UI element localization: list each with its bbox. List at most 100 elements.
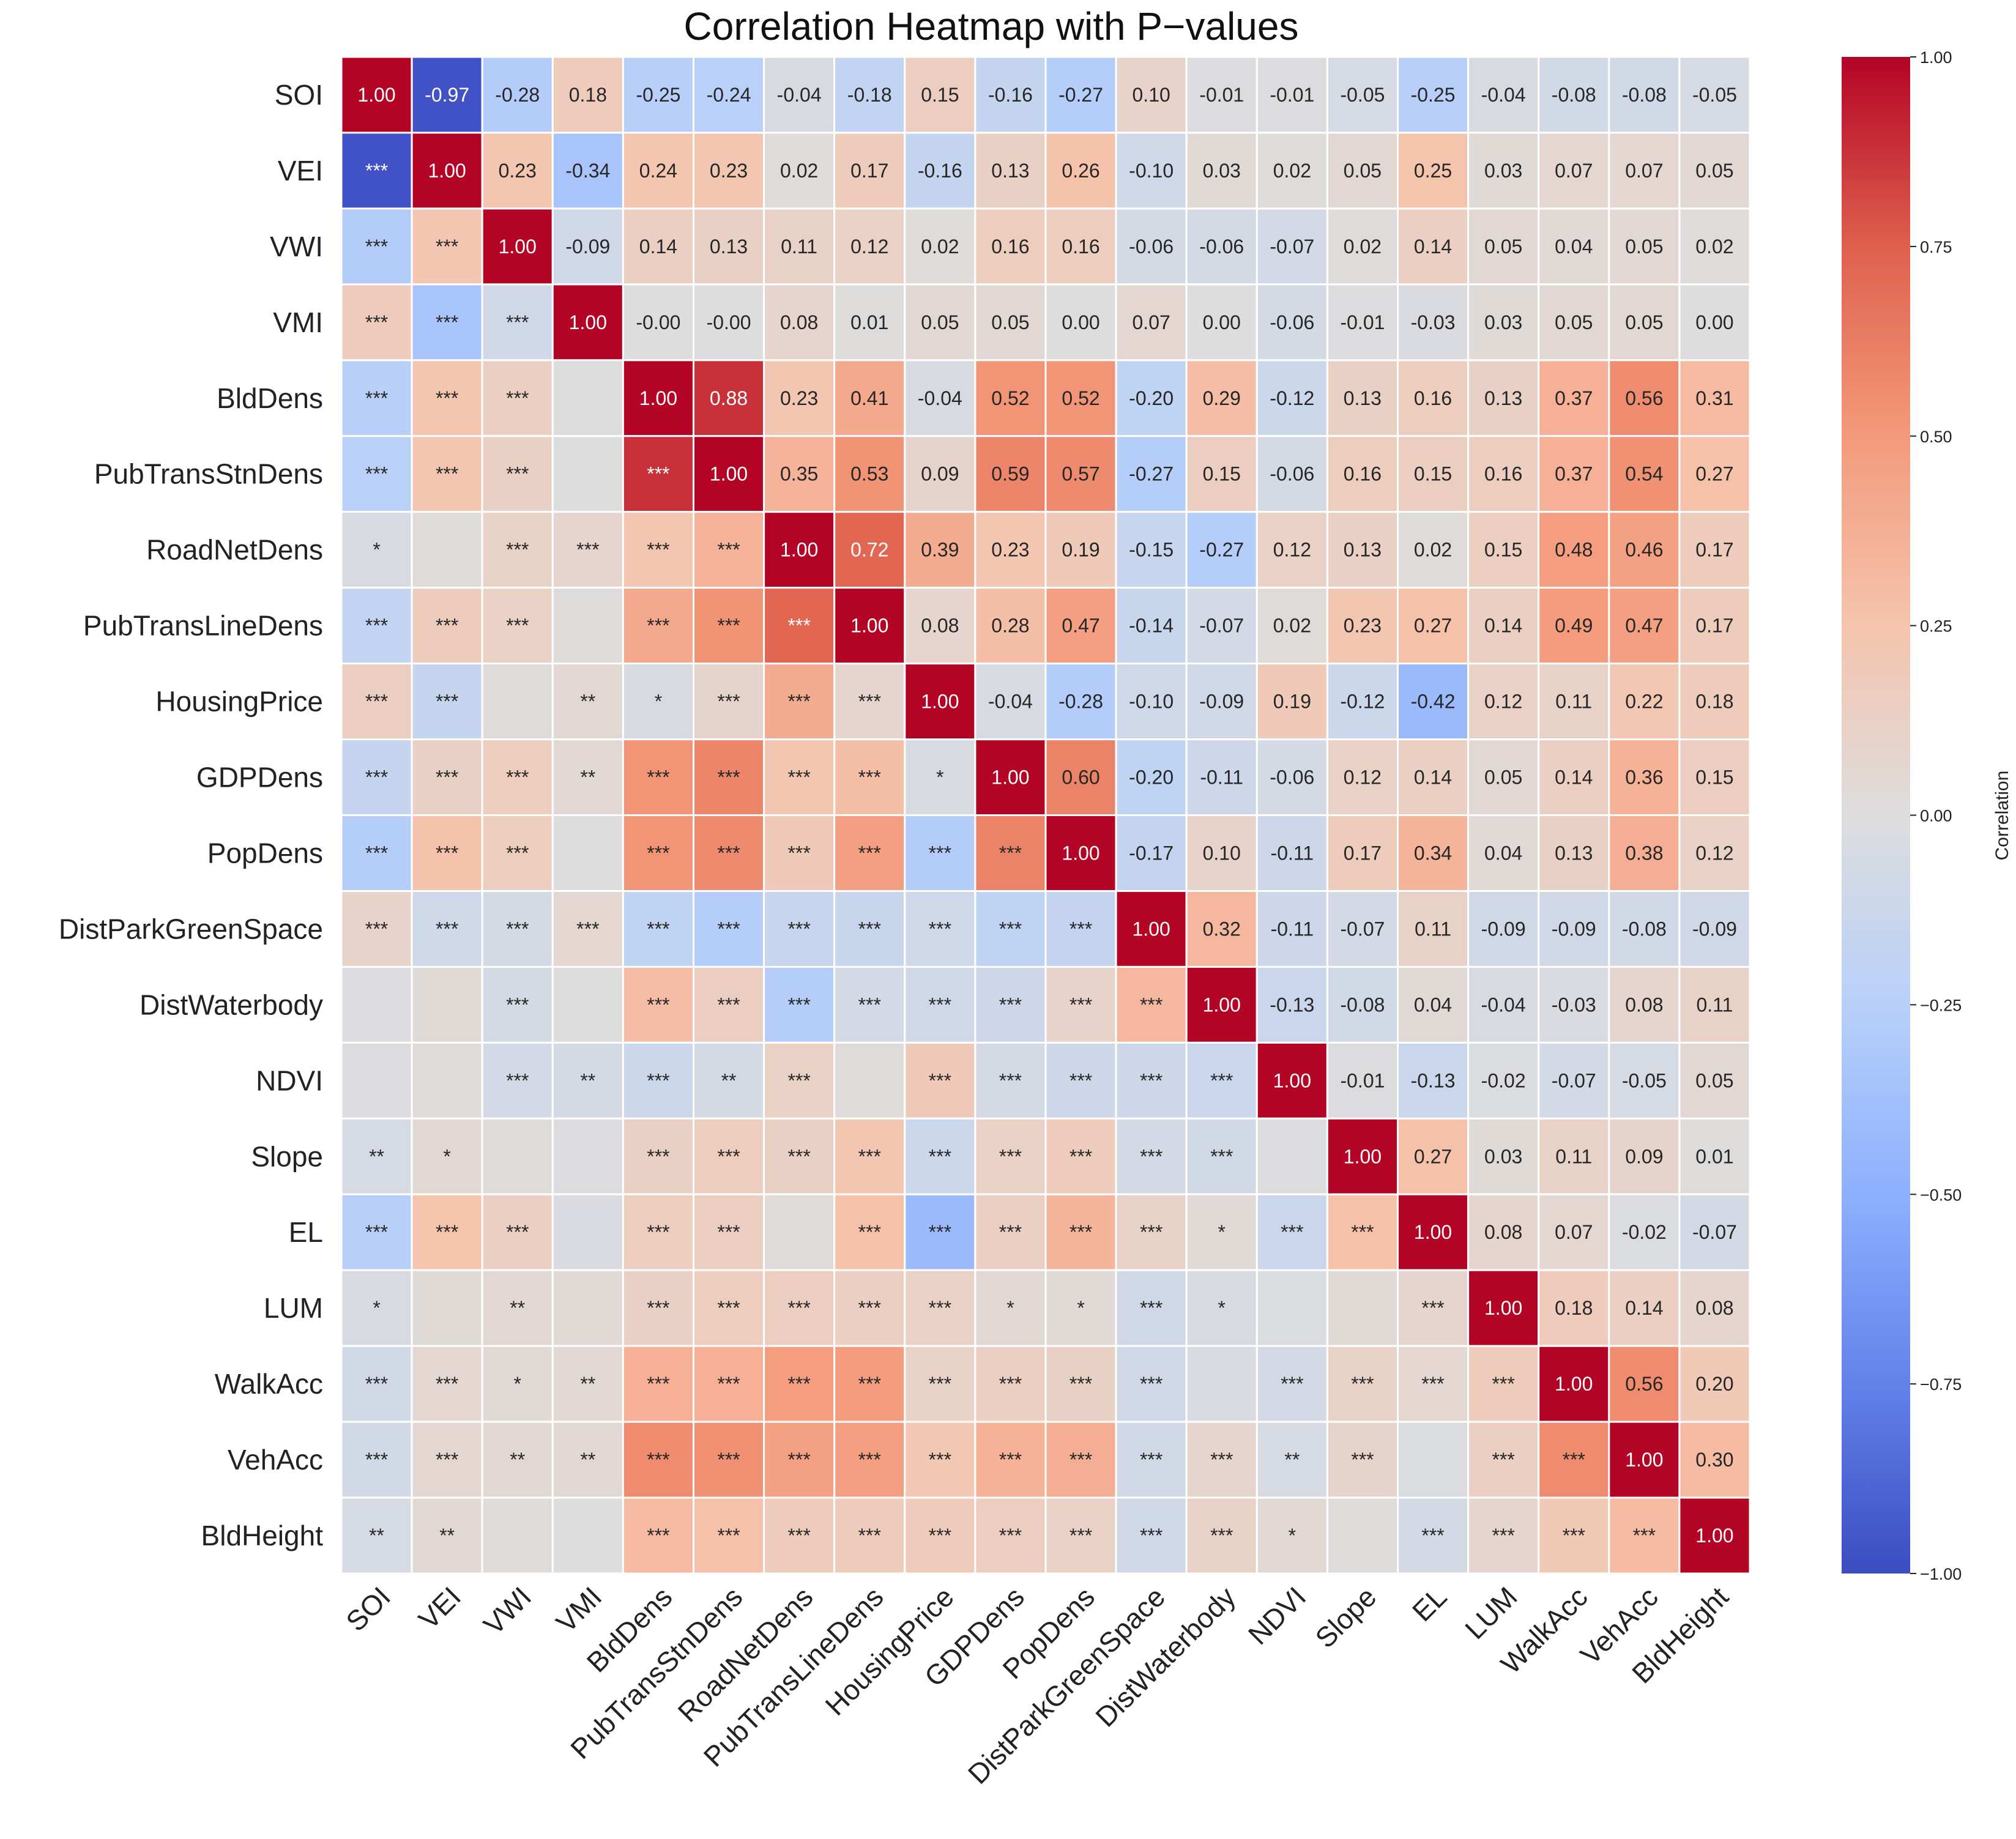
heatmap-cell-DistParkGreenSpace-RoadNetDens bbox=[763, 890, 836, 968]
heatmap-cell-NDVI-WalkAcc bbox=[1538, 1041, 1610, 1120]
cell-value-VMI-PopDens: 0.00 bbox=[1062, 311, 1099, 333]
heatmap-cell-EL-LUM bbox=[1467, 1193, 1540, 1271]
heatmap-cell-LUM-RoadNetDens bbox=[763, 1269, 836, 1347]
cell-significance-LUM-PubTransStnDens: *** bbox=[717, 1297, 740, 1319]
cell-significance-HousingPrice-RoadNetDens: *** bbox=[787, 691, 810, 713]
cell-value-VWI-NDVI: -0.07 bbox=[1270, 236, 1314, 258]
cell-significance-LUM-GDPDens: * bbox=[1006, 1297, 1014, 1319]
cell-value-RoadNetDens-EL: 0.02 bbox=[1414, 539, 1452, 561]
heatmap-cell-SOI-DistParkGreenSpace bbox=[1115, 56, 1188, 134]
heatmap-cell-PopDens-DistParkGreenSpace bbox=[1115, 814, 1188, 892]
cell-significance-EL-PubTransStnDens: *** bbox=[717, 1221, 740, 1243]
cell-value-GDPDens-PopDens: 0.60 bbox=[1062, 767, 1099, 789]
heatmap-cell-GDPDens-WalkAcc bbox=[1538, 738, 1610, 817]
heatmap-cell-VMI-VehAcc bbox=[1608, 283, 1681, 362]
heatmap-cell-EL-VWI bbox=[481, 1193, 554, 1271]
cell-value-VWI-PubTransLineDens: 0.12 bbox=[850, 236, 888, 258]
cell-significance-PubTransLineDens-BldDens: *** bbox=[647, 615, 669, 637]
heatmap-cell-EL-NDVI bbox=[1255, 1193, 1328, 1271]
heatmap-cell-HousingPrice-PubTransStnDens bbox=[693, 663, 765, 741]
cell-value-BldDens-DistParkGreenSpace: -0.20 bbox=[1129, 387, 1174, 409]
cell-significance-BldDens-SOI: *** bbox=[365, 387, 388, 409]
cell-significance-GDPDens-VEI: *** bbox=[436, 767, 458, 789]
heatmap-cell-BldDens-SOI bbox=[340, 359, 413, 437]
row-label-PopDens: PopDens bbox=[207, 837, 323, 869]
heatmap-cell-SOI-EL bbox=[1397, 56, 1470, 134]
heatmap-cell-DistParkGreenSpace-PopDens bbox=[1044, 890, 1117, 968]
colorbar-tick-label: 0.75 bbox=[1920, 238, 1952, 256]
heatmap-cell-LUM-VWI bbox=[481, 1269, 554, 1347]
cell-significance-GDPDens-SOI: *** bbox=[365, 767, 388, 789]
heatmap-cell-BldHeight-BldHeight bbox=[1678, 1496, 1751, 1575]
column-label-SOI: SOI bbox=[340, 1581, 396, 1638]
row-label-EL: EL bbox=[289, 1216, 323, 1248]
cell-significance-VehAcc-RoadNetDens: *** bbox=[787, 1449, 810, 1471]
heatmap-cell-GDPDens-PubTransStnDens bbox=[693, 738, 765, 817]
heatmap-cell-VEI-RoadNetDens bbox=[763, 132, 836, 210]
heatmap-cell-DistWaterbody-Slope bbox=[1326, 965, 1399, 1044]
heatmap-cell-VWI-EL bbox=[1397, 207, 1470, 286]
heatmap-cell-VehAcc-NDVI bbox=[1255, 1421, 1328, 1499]
cell-significance-DistParkGreenSpace-PopDens: *** bbox=[1069, 918, 1092, 940]
cell-value-Slope-EL: 0.27 bbox=[1414, 1145, 1452, 1167]
cell-value-WalkAcc-VehAcc: 0.56 bbox=[1625, 1373, 1663, 1395]
cell-significance-WalkAcc-BldDens: *** bbox=[647, 1373, 669, 1395]
column-label-EL: EL bbox=[1406, 1581, 1453, 1628]
cell-value-VEI-PubTransStnDens: 0.23 bbox=[710, 160, 748, 182]
heatmap-cell-DistWaterbody-SOI bbox=[340, 965, 413, 1044]
cell-significance-VehAcc-Slope: *** bbox=[1351, 1449, 1374, 1471]
cell-significance-LUM-DistWaterbody: * bbox=[1218, 1297, 1226, 1319]
cell-value-SOI-PubTransLineDens: -0.18 bbox=[847, 84, 892, 106]
cell-value-PubTransLineDens-GDPDens: 0.28 bbox=[991, 615, 1029, 637]
heatmap-cell-RoadNetDens-HousingPrice bbox=[904, 511, 976, 589]
cell-value-BldDens-BldHeight: 0.31 bbox=[1695, 387, 1733, 409]
heatmap-cell-VWI-RoadNetDens bbox=[763, 207, 836, 286]
cell-significance-VehAcc-LUM: *** bbox=[1492, 1449, 1514, 1471]
cell-significance-PopDens-PubTransLineDens: *** bbox=[858, 842, 881, 864]
heatmap-cell-BldHeight-DistWaterbody bbox=[1185, 1496, 1258, 1575]
column-label-NDVI: NDVI bbox=[1242, 1581, 1312, 1651]
cell-value-PubTransStnDens-Slope: 0.16 bbox=[1344, 463, 1382, 485]
heatmap-cell-VMI-DistParkGreenSpace bbox=[1115, 283, 1188, 362]
heatmap-cell-HousingPrice-VWI bbox=[481, 663, 554, 741]
heatmap-cell-PubTransStnDens-LUM bbox=[1467, 435, 1540, 513]
heatmap-cell-LUM-HousingPrice bbox=[904, 1269, 976, 1347]
cell-value-Slope-VehAcc: 0.09 bbox=[1625, 1145, 1663, 1167]
cell-value-SOI-RoadNetDens: -0.04 bbox=[777, 84, 822, 106]
cell-significance-NDVI-BldDens: *** bbox=[647, 1069, 669, 1091]
cell-value-HousingPrice-HousingPrice: 1.00 bbox=[921, 691, 959, 713]
heatmap-cell-PubTransLineDens-VehAcc bbox=[1608, 587, 1681, 665]
cell-value-HousingPrice-Slope: -0.12 bbox=[1340, 691, 1385, 713]
cell-significance-VMI-VWI: *** bbox=[506, 311, 529, 333]
cell-value-VEI-LUM: 0.03 bbox=[1484, 160, 1522, 182]
cell-value-VWI-BldDens: 0.14 bbox=[639, 236, 677, 258]
cell-significance-NDVI-RoadNetDens: *** bbox=[787, 1069, 810, 1091]
cell-value-BldDens-WalkAcc: 0.37 bbox=[1555, 387, 1593, 409]
heatmap-cell-DistParkGreenSpace-EL bbox=[1397, 890, 1470, 968]
heatmap-cell-VWI-PubTransLineDens bbox=[833, 207, 906, 286]
cell-value-PubTransStnDens-BldHeight: 0.27 bbox=[1695, 463, 1733, 485]
cell-value-VWI-HousingPrice: 0.02 bbox=[921, 236, 959, 258]
cell-significance-PubTransStnDens-SOI: *** bbox=[365, 463, 388, 485]
heatmap-cell-BldDens-GDPDens bbox=[974, 359, 1047, 437]
cell-significance-WalkAcc-EL: *** bbox=[1421, 1373, 1444, 1395]
row-label-RoadNetDens: RoadNetDens bbox=[146, 534, 323, 566]
cell-value-DistWaterbody-NDVI: -0.13 bbox=[1270, 994, 1314, 1016]
cell-significance-DistParkGreenSpace-PubTransStnDens: *** bbox=[717, 918, 740, 940]
heatmap-cell-DistWaterbody-BldDens bbox=[622, 965, 695, 1044]
cell-significance-NDVI-PubTransStnDens: ** bbox=[721, 1069, 737, 1091]
cell-value-GDPDens-NDVI: -0.06 bbox=[1270, 767, 1314, 789]
row-label-DistWaterbody: DistWaterbody bbox=[139, 989, 323, 1020]
column-label-Slope: Slope bbox=[1309, 1581, 1382, 1654]
column-labels: SOI VEI VWI VMIBldDensPubTransStnDensRoadNe… bbox=[340, 1581, 1735, 1790]
cell-value-HousingPrice-BldHeight: 0.18 bbox=[1695, 691, 1733, 713]
heatmap-cell-BldDens-HousingPrice bbox=[904, 359, 976, 437]
cell-significance-BldHeight-VEI: ** bbox=[439, 1525, 455, 1547]
cell-value-RoadNetDens-HousingPrice: 0.39 bbox=[921, 539, 959, 561]
heatmap-cell-HousingPrice-RoadNetDens bbox=[763, 663, 836, 741]
heatmap-cell-VehAcc-BldHeight bbox=[1678, 1421, 1751, 1499]
heatmap-cell-VMI-Slope bbox=[1326, 283, 1399, 362]
cell-significance-DistParkGreenSpace-VEI: *** bbox=[436, 918, 458, 940]
heatmap-cell-HousingPrice-PopDens bbox=[1044, 663, 1117, 741]
heatmap-cell-LUM-VehAcc bbox=[1608, 1269, 1681, 1347]
